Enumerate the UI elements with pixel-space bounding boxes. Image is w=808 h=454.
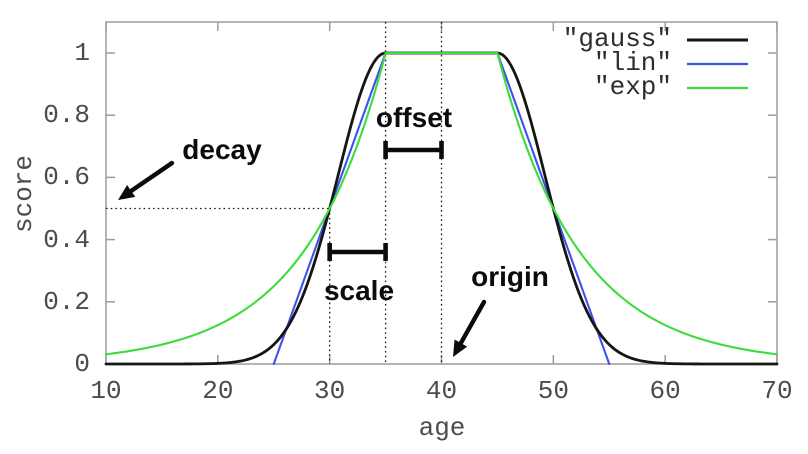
- x-tick-label: 10: [90, 376, 122, 406]
- x-tick-label: 50: [537, 376, 569, 406]
- x-tick-label: 60: [649, 376, 681, 406]
- annotation-offset-label: offset: [375, 102, 453, 133]
- y-tick-label: 0.8: [43, 100, 90, 131]
- annotation-decay-label: decay: [182, 134, 262, 165]
- y-tick-label: 0.4: [43, 224, 90, 255]
- annotation-scale-label: scale: [323, 275, 395, 306]
- x-tick-label: 40: [425, 376, 458, 406]
- legend-label-gauss: "gauss": [562, 24, 672, 54]
- x-tick-label: 20: [202, 376, 234, 406]
- legend-label-lin: "lin": [593, 48, 672, 78]
- legend-label-exp: "exp": [593, 72, 672, 102]
- curve-exp: [104, 51, 779, 356]
- x-tick-label: 30: [314, 376, 346, 406]
- decay-arrow-head: [118, 185, 136, 200]
- origin-arrow-head: [453, 339, 468, 357]
- origin-arrow-shaft: [457, 299, 487, 348]
- decay-arrow-shaft: [127, 160, 175, 195]
- x-tick-label: 70: [761, 376, 793, 406]
- y-tick-label: 0: [74, 349, 90, 379]
- y-tick-label: 0.2: [43, 286, 90, 317]
- y-tick-label: 0.6: [43, 162, 90, 193]
- x-axis-title: age: [418, 413, 466, 443]
- annotation-origin-label: origin: [471, 261, 549, 292]
- y-tick-label: 1: [74, 38, 90, 68]
